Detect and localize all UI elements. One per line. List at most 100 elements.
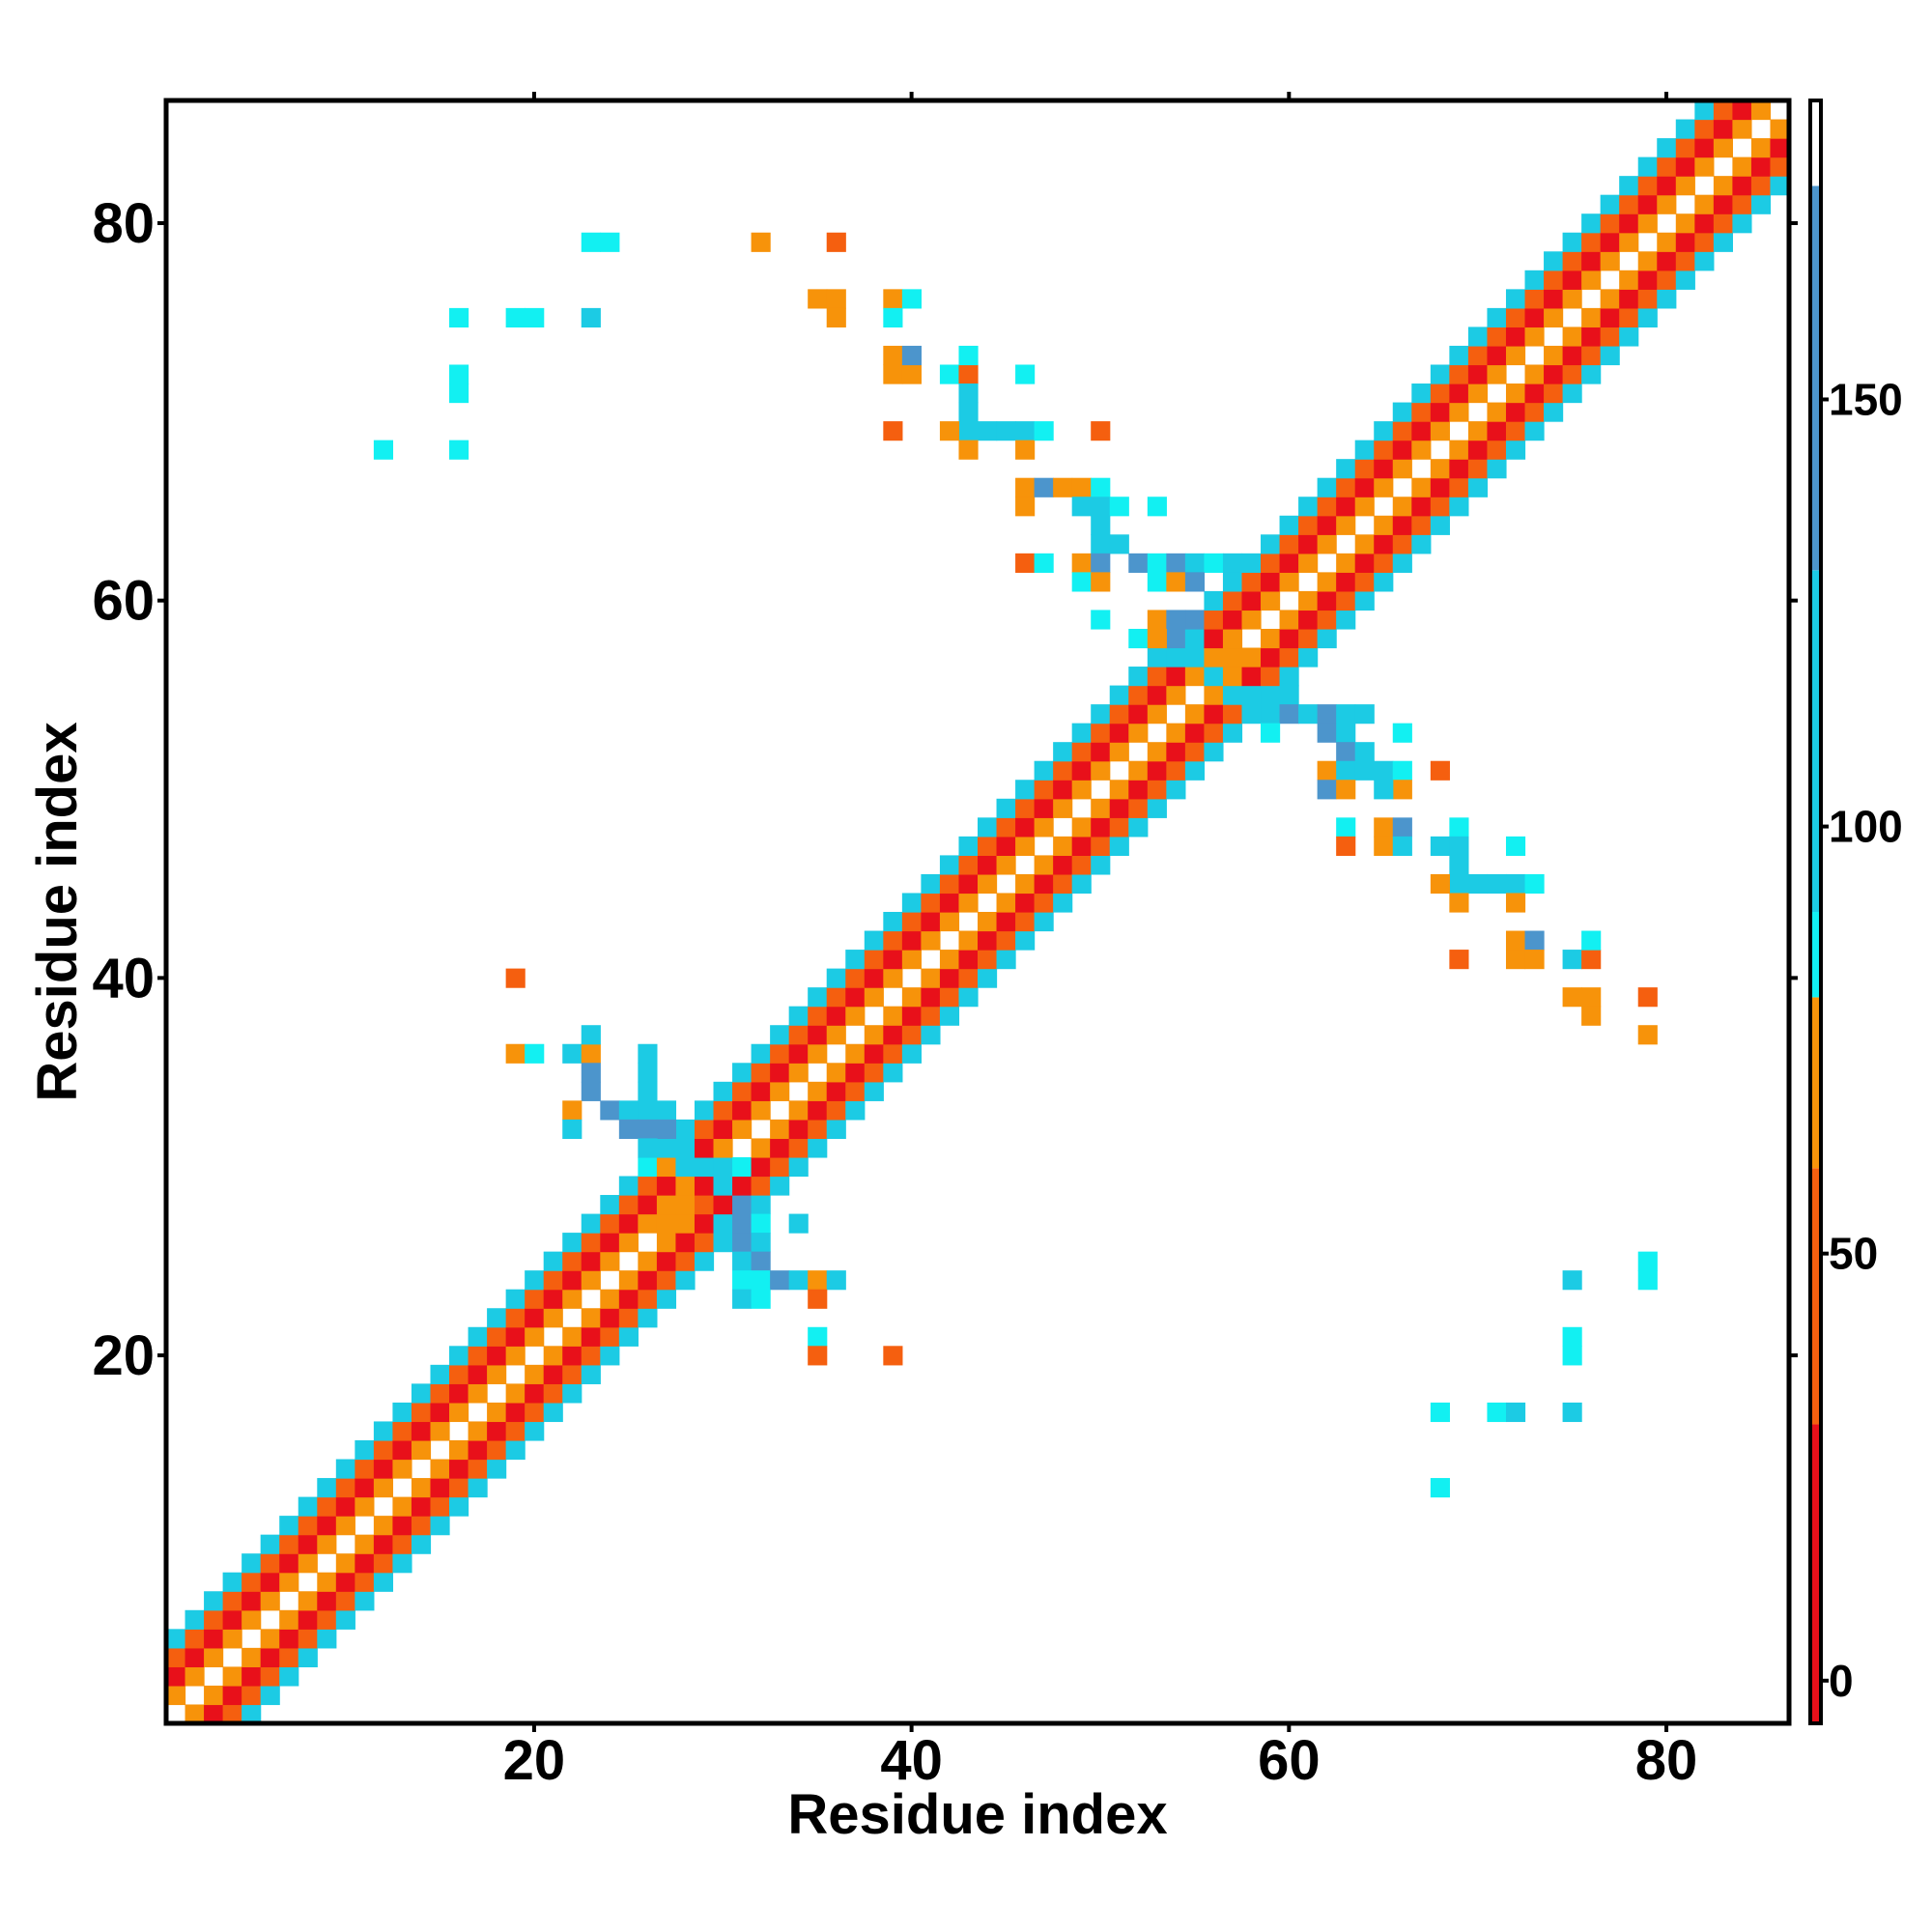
heatmap-cell: [1732, 100, 1752, 121]
heatmap-cell: [1750, 100, 1772, 121]
heatmap-cell: [1204, 553, 1224, 573]
heatmap-cell: [543, 1383, 563, 1404]
heatmap-cell: [430, 1516, 450, 1536]
heatmap-cell: [1449, 402, 1469, 422]
heatmap-cell: [1544, 289, 1564, 309]
heatmap-cell: [1222, 685, 1243, 705]
heatmap-cell: [1392, 553, 1412, 573]
heatmap-cell: [1147, 647, 1167, 668]
heatmap-cell: [826, 307, 846, 328]
heatmap-cell: [1336, 780, 1356, 800]
heatmap-cell: [939, 364, 960, 384]
heatmap-cell: [921, 893, 941, 913]
heatmap-cell: [373, 1439, 394, 1461]
heatmap-cell: [185, 1609, 205, 1630]
heatmap-cell: [770, 1156, 790, 1178]
heatmap-cell: [1430, 402, 1450, 422]
heatmap-cell: [770, 1025, 790, 1045]
heatmap-cell: [1317, 704, 1337, 724]
heatmap-cell: [392, 1516, 412, 1536]
heatmap-cell: [921, 873, 941, 895]
heatmap-cell: [864, 930, 884, 951]
heatmap-cell: [1298, 497, 1319, 517]
heatmap-cell: [1619, 176, 1639, 196]
heatmap-cell: [525, 1308, 545, 1328]
heatmap-cell: [1374, 515, 1394, 535]
heatmap-cell: [260, 1629, 280, 1649]
heatmap-cell: [1449, 873, 1469, 895]
heatmap-cell: [1467, 477, 1489, 497]
heatmap-cell: [958, 950, 979, 970]
heatmap-cell: [1015, 930, 1036, 951]
heatmap-cell: [1449, 459, 1469, 479]
heatmap-cell: [562, 1364, 582, 1384]
heatmap-cell: [242, 1685, 262, 1706]
heatmap-cell: [279, 1647, 299, 1667]
heatmap-cell: [543, 1364, 563, 1384]
heatmap-cell: [1034, 873, 1054, 895]
heatmap-cell: [1619, 270, 1639, 290]
heatmap-cell: [656, 1176, 677, 1196]
heatmap-cell: [1336, 836, 1356, 856]
heatmap-cell: [958, 402, 979, 422]
heatmap-cell: [279, 1666, 299, 1687]
heatmap-cell: [751, 1176, 771, 1196]
heatmap-cell: [317, 1534, 337, 1554]
heatmap-cell: [242, 1591, 262, 1611]
heatmap-cell: [1487, 440, 1507, 460]
colorbar-tick-label: 50: [1829, 1229, 1878, 1279]
heatmap-cell: [788, 1043, 809, 1064]
heatmap-cell: [298, 1496, 318, 1517]
heatmap-cell: [845, 950, 866, 970]
heatmap-cell: [581, 1081, 601, 1101]
heatmap-cell: [430, 1364, 450, 1384]
heatmap-cell: [1109, 704, 1129, 724]
heatmap-cell: [675, 1251, 696, 1271]
colorbar-segment: [1810, 1424, 1821, 1723]
heatmap-cell: [1562, 950, 1582, 970]
heatmap-cell: [1279, 667, 1299, 687]
heatmap-cell: [392, 1459, 412, 1479]
heatmap-cell: [1336, 817, 1356, 838]
heatmap-cell: [1619, 194, 1639, 214]
heatmap-cell: [883, 968, 903, 988]
heatmap-cell: [1374, 572, 1394, 592]
heatmap-cell: [618, 1195, 639, 1215]
heatmap-cell: [1770, 176, 1790, 196]
heatmap-cell: [505, 1289, 526, 1309]
heatmap-cell: [883, 364, 903, 384]
heatmap-cell: [279, 1609, 299, 1630]
heatmap-cell: [1392, 817, 1412, 838]
heatmap-cell: [1430, 384, 1450, 404]
heatmap-cell: [1675, 251, 1695, 271]
heatmap-cell: [355, 1534, 375, 1554]
heatmap-cell: [901, 345, 922, 366]
colorbar-segment: [1810, 100, 1821, 186]
heatmap-cell: [1071, 497, 1092, 517]
heatmap-cell: [279, 1516, 299, 1536]
heatmap-cell: [1354, 590, 1375, 611]
heatmap-cell: [1544, 384, 1564, 404]
heatmap-cell: [1109, 497, 1129, 517]
heatmap-cell: [1298, 628, 1319, 649]
heatmap-cell: [751, 1081, 771, 1101]
colorbar-segment: [1810, 912, 1821, 998]
heatmap-cell: [996, 421, 1016, 441]
heatmap-cell: [1204, 723, 1224, 743]
heatmap-cell: [1374, 440, 1394, 460]
heatmap-cell: [600, 1251, 620, 1271]
heatmap-cell: [449, 364, 469, 384]
heatmap-cell: [826, 1100, 846, 1121]
heatmap-cell: [1279, 628, 1299, 649]
heatmap-cell: [600, 232, 620, 252]
heatmap-cell: [335, 1591, 355, 1611]
heatmap-cell: [958, 987, 979, 1008]
heatmap-cell: [1109, 685, 1129, 705]
heatmap-cell: [1071, 780, 1092, 800]
heatmap-cell: [1430, 873, 1450, 895]
heatmap-cell: [883, 421, 903, 441]
heatmap-cell: [751, 1043, 771, 1064]
heatmap-cell: [1694, 194, 1715, 214]
heatmap-cell: [1487, 402, 1507, 422]
heatmap-cell: [1317, 572, 1337, 592]
